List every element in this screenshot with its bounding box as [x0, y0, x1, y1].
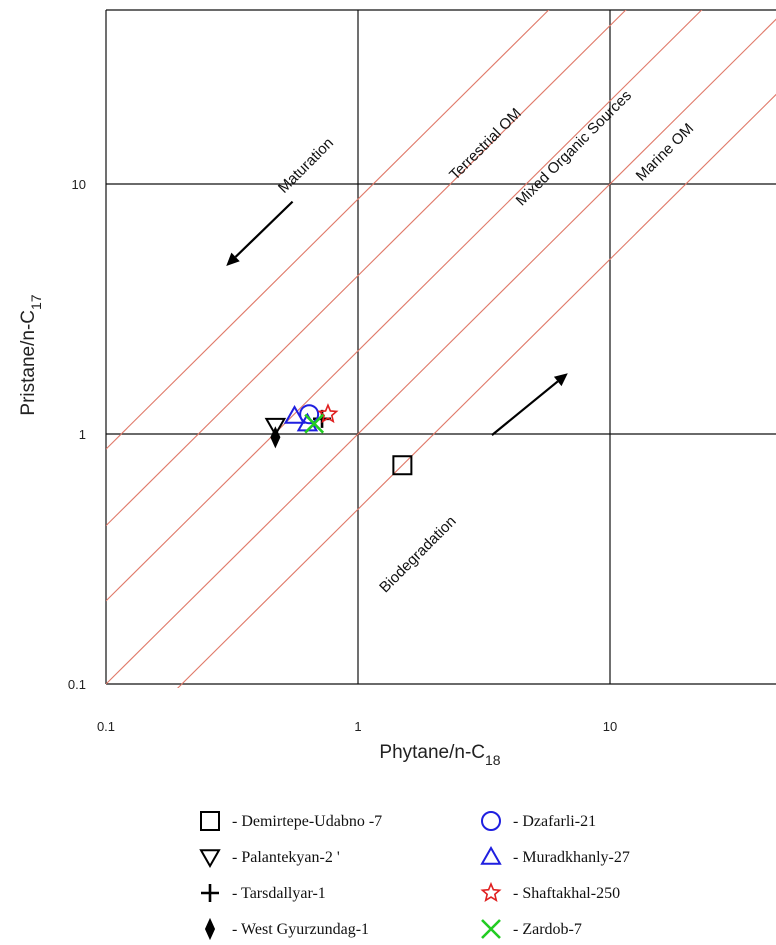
legend-label: - Zardob-7 [513, 921, 582, 938]
arrow-shaft [491, 380, 559, 436]
data-point [299, 404, 320, 425]
legend-marker [480, 881, 502, 902]
arrow-shaft [234, 200, 294, 258]
data-point [317, 403, 339, 424]
y-tick-label: 1 [79, 427, 86, 442]
legend-marker [481, 919, 501, 939]
legend-marker [199, 849, 221, 869]
y-tick-label: 0.1 [68, 677, 86, 692]
data-point [283, 405, 306, 424]
y-axis-label: Pristane/n-C17 [18, 294, 44, 415]
legend-label: - West Gyurzundag-1 [232, 921, 369, 938]
legend-item: - Zardob-7 [481, 919, 582, 939]
legend-item: - Demirtepe-Udabno -7 [200, 811, 382, 831]
data-points [264, 403, 413, 476]
legend-item: - West Gyurzundag-1 [204, 917, 369, 941]
legend-item: - Tarsdallyar-1 [201, 884, 326, 902]
annotation-label: Terrestrial OM [446, 105, 525, 184]
data-point [392, 455, 413, 476]
annotation-label: Maturation [275, 135, 337, 197]
arrow-head [553, 373, 568, 387]
reference-line [106, 10, 627, 527]
x-tick-label: 0.1 [97, 719, 115, 734]
arrows [226, 200, 568, 436]
legend-label: - Tarsdallyar-1 [232, 885, 326, 902]
legend-marker [480, 845, 502, 865]
legend-marker [200, 811, 220, 831]
y-tick-label: 10 [72, 177, 86, 192]
reference-lines [106, 10, 776, 688]
annotation-label: Biodegradation [376, 513, 459, 596]
x-tick-label: 1 [354, 719, 361, 734]
legend-marker [204, 917, 216, 941]
legend-label: - Shaftakhal-250 [513, 885, 620, 902]
arrow-head [226, 252, 240, 266]
x-axis-label: Phytane/n-C18 [379, 742, 500, 768]
legend-marker [201, 884, 219, 902]
data-point [270, 426, 281, 449]
legend-marker [481, 811, 501, 831]
reference-line [106, 10, 703, 602]
legend: - Demirtepe-Udabno -7 - Dzafarli-21 - Pala… [199, 811, 630, 941]
legend-item: - Shaftakhal-250 [480, 881, 620, 902]
legend-label: - Dzafarli-21 [513, 813, 596, 830]
legend-label: - Muradkhanly-27 [513, 849, 630, 866]
tick-labels: 0.1 1 10 0.1 1 10 [68, 177, 617, 734]
legend-item: - Muradkhanly-27 [480, 845, 630, 866]
x-tick-label: 10 [603, 719, 617, 734]
legend-label: - Demirtepe-Udabno -7 [232, 813, 382, 830]
reference-line [106, 18, 776, 685]
legend-item: - Dzafarli-21 [481, 811, 596, 831]
legend-item: - Palantekyan-2 ' [199, 849, 340, 869]
data-point [304, 413, 325, 434]
grid-lines [105, 9, 776, 685]
legend-label: - Palantekyan-2 ' [232, 849, 340, 866]
reference-line [106, 10, 550, 450]
data-point [264, 417, 287, 437]
annotation-label: Mixed Organic Sources [513, 87, 635, 209]
reference-line [177, 93, 776, 688]
